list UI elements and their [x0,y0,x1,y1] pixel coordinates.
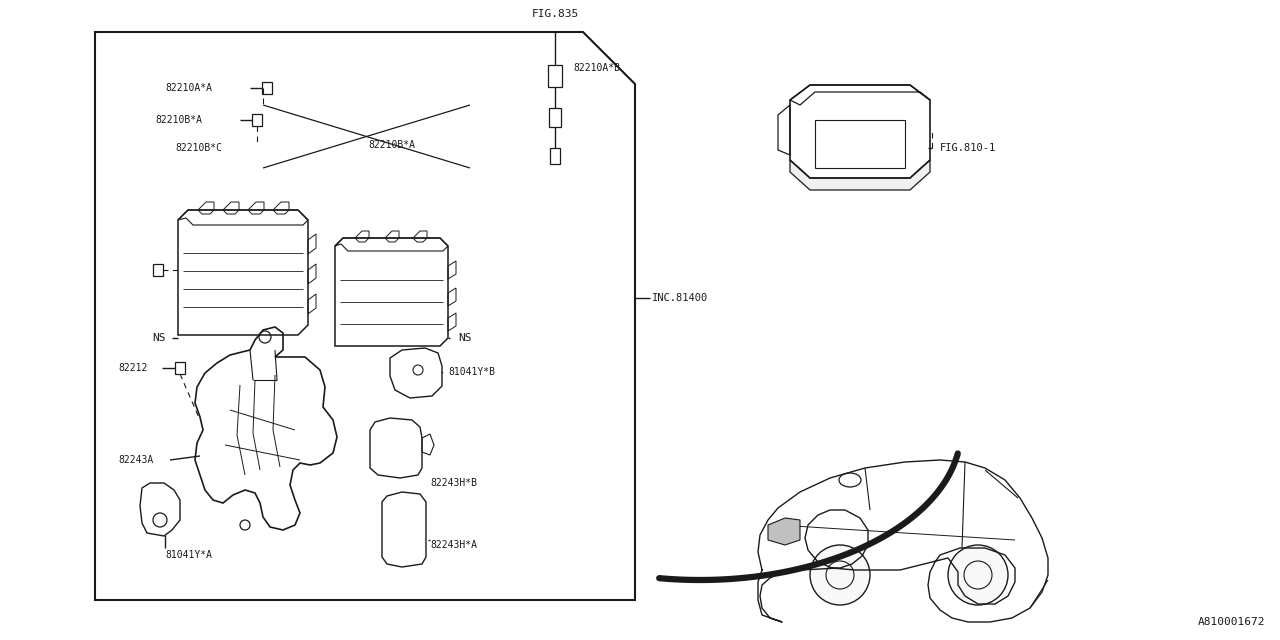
Text: 81041Y*A: 81041Y*A [165,550,212,560]
Text: FIG.810-1: FIG.810-1 [940,143,996,153]
Bar [549,108,561,127]
Bar [175,362,186,374]
Bar [262,82,273,94]
Bar [154,264,163,276]
Bar [252,114,262,126]
Polygon shape [768,518,800,545]
Text: 82210B*A: 82210B*A [155,115,202,125]
Text: A810001672: A810001672 [1198,617,1265,627]
Text: 82210A*A: 82210A*A [165,83,212,93]
Text: 82243H*B: 82243H*B [430,478,477,488]
Text: NS: NS [152,333,165,343]
Text: 82212: 82212 [118,363,147,373]
Bar [815,120,905,168]
Polygon shape [790,160,931,190]
Text: INC.81400: INC.81400 [652,293,708,303]
Circle shape [810,545,870,605]
Text: 82243H*A: 82243H*A [430,540,477,550]
Circle shape [948,545,1009,605]
Text: 81041Y*B: 81041Y*B [448,367,495,377]
Text: 82210A*B: 82210A*B [573,63,620,73]
Bar [550,148,561,164]
Text: FIG.835: FIG.835 [531,9,579,19]
Text: NS: NS [458,333,471,343]
Text: 82243A: 82243A [118,455,154,465]
Text: 82210B*C: 82210B*C [175,143,221,153]
Bar [548,65,562,87]
Text: 82210B*A: 82210B*A [369,140,415,150]
